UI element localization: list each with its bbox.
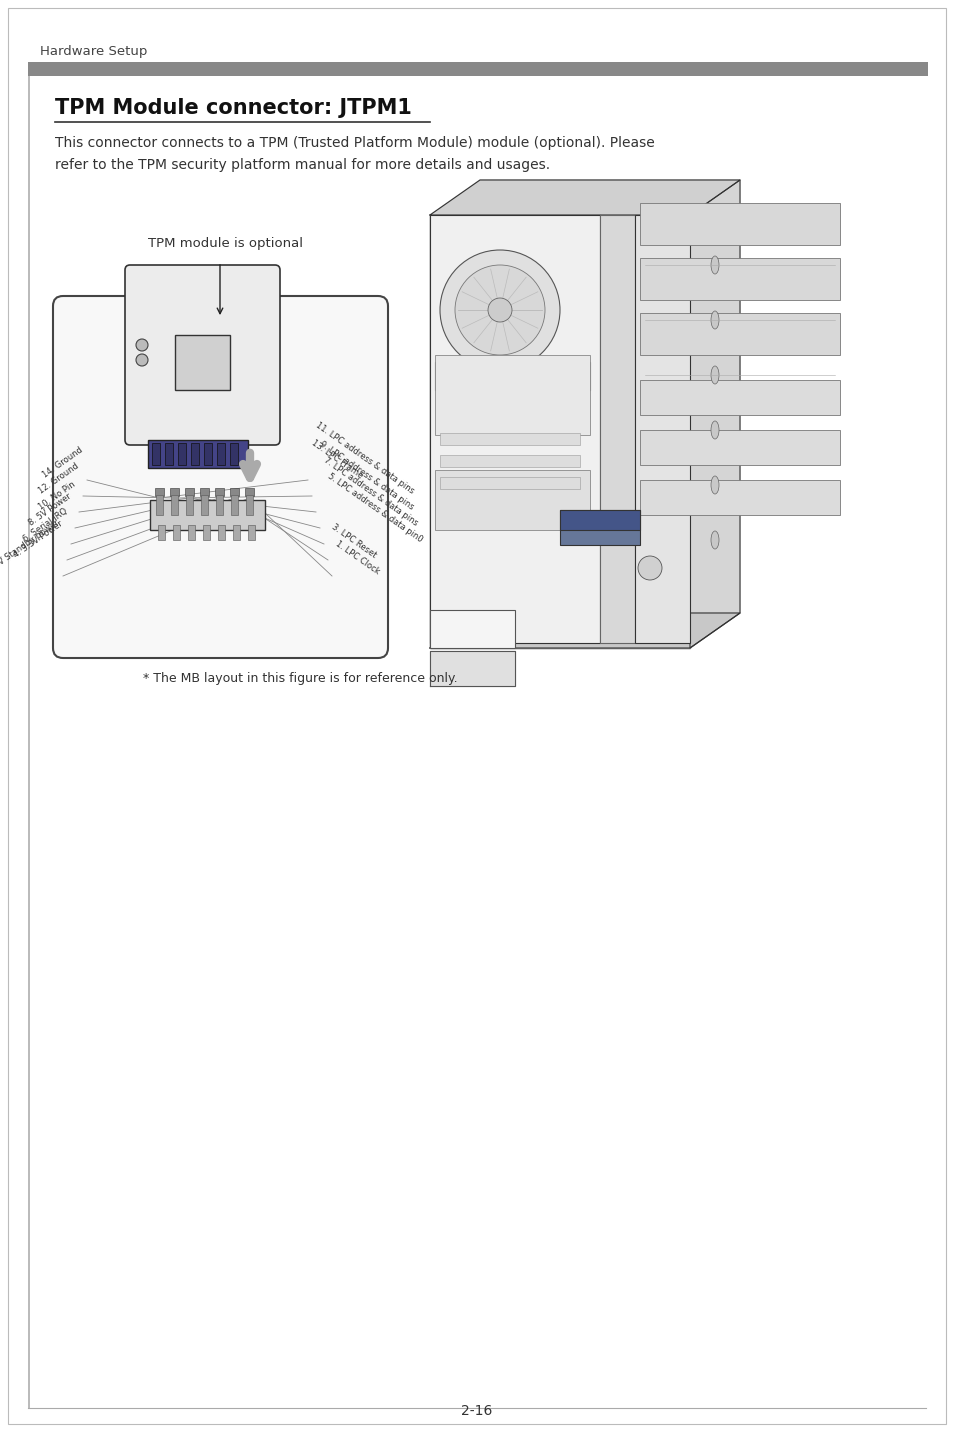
Text: TPM Module connector: JTPM1: TPM Module connector: JTPM1	[55, 97, 412, 117]
Bar	[230, 442, 237, 465]
Bar	[215, 495, 223, 516]
Bar	[430, 215, 599, 643]
Text: 11. LPC address & data pins: 11. LPC address & data pins	[314, 421, 416, 495]
Ellipse shape	[710, 421, 719, 440]
Bar	[599, 215, 635, 643]
Text: 8. 5V Power: 8. 5V Power	[27, 493, 73, 528]
Bar	[216, 442, 225, 465]
Bar	[639, 480, 840, 516]
Ellipse shape	[710, 475, 719, 494]
FancyBboxPatch shape	[53, 296, 388, 657]
Ellipse shape	[710, 256, 719, 274]
Circle shape	[439, 251, 559, 369]
Bar	[200, 488, 209, 495]
Bar	[203, 526, 210, 540]
Bar	[148, 440, 248, 468]
Text: 10. No Pin: 10. No Pin	[37, 480, 77, 513]
Bar	[204, 442, 212, 465]
Bar	[152, 442, 160, 465]
Circle shape	[638, 556, 661, 580]
Text: 6. Serial IRQ: 6. Serial IRQ	[21, 507, 69, 544]
Bar	[430, 215, 689, 649]
Bar	[154, 488, 164, 495]
Bar	[430, 610, 515, 649]
Bar	[186, 495, 193, 516]
Bar	[639, 258, 840, 299]
Bar	[559, 510, 639, 530]
Bar	[165, 442, 172, 465]
Bar	[639, 430, 840, 465]
Bar	[439, 432, 579, 445]
Bar	[158, 526, 165, 540]
Circle shape	[488, 298, 512, 322]
FancyBboxPatch shape	[125, 265, 280, 445]
Bar	[174, 335, 230, 390]
Text: This connector connects to a TPM (Trusted Platform Module) module (optional). Pl: This connector connects to a TPM (Truste…	[55, 136, 654, 150]
Polygon shape	[430, 613, 740, 649]
Polygon shape	[689, 180, 740, 649]
Bar	[150, 500, 265, 530]
Bar	[170, 488, 179, 495]
Bar	[435, 470, 589, 530]
Text: 4. 3.3V Power: 4. 3.3V Power	[12, 520, 65, 560]
Bar	[435, 355, 589, 435]
Bar	[639, 203, 840, 245]
Ellipse shape	[710, 367, 719, 384]
Circle shape	[136, 339, 148, 351]
Text: 7. LPC address & data pins: 7. LPC address & data pins	[322, 455, 419, 528]
Text: 12. Ground: 12. Ground	[37, 461, 81, 495]
Bar	[28, 76, 30, 1408]
Bar	[639, 379, 840, 415]
Bar	[188, 526, 194, 540]
Text: TPM module is optional: TPM module is optional	[148, 238, 303, 251]
Bar	[171, 495, 178, 516]
Ellipse shape	[710, 311, 719, 329]
Bar	[218, 526, 225, 540]
Bar	[559, 510, 639, 546]
Text: Hardware Setup: Hardware Setup	[40, 44, 147, 59]
Bar	[201, 495, 208, 516]
Text: 1. LPC Clock: 1. LPC Clock	[334, 538, 381, 576]
Bar	[214, 488, 224, 495]
Bar	[185, 488, 193, 495]
Bar	[439, 477, 579, 488]
Circle shape	[455, 265, 544, 355]
Bar	[130, 271, 274, 440]
Bar	[245, 488, 253, 495]
Polygon shape	[430, 652, 515, 686]
Bar	[28, 62, 927, 76]
Text: 3. LPC Reset: 3. LPC Reset	[330, 523, 377, 560]
Text: 2. 3V Standby power: 2. 3V Standby power	[0, 518, 61, 576]
Bar	[435, 362, 589, 390]
Bar	[639, 314, 840, 355]
Polygon shape	[430, 180, 740, 215]
Text: 2-16: 2-16	[461, 1403, 492, 1418]
Bar	[233, 526, 240, 540]
Text: 5. LPC address & data pin0: 5. LPC address & data pin0	[326, 471, 424, 544]
Circle shape	[136, 354, 148, 367]
Bar	[231, 495, 237, 516]
Text: refer to the TPM security platform manual for more details and usages.: refer to the TPM security platform manua…	[55, 158, 550, 172]
Bar	[635, 215, 689, 643]
Bar	[156, 495, 163, 516]
Bar	[191, 442, 199, 465]
Bar	[172, 526, 180, 540]
Ellipse shape	[710, 531, 719, 548]
Bar	[248, 526, 254, 540]
Bar	[230, 488, 239, 495]
Bar	[246, 495, 253, 516]
Text: 13. LPC Frame: 13. LPC Frame	[310, 438, 364, 480]
Text: * The MB layout in this figure is for reference only.: * The MB layout in this figure is for re…	[143, 672, 456, 684]
Text: 14. Ground: 14. Ground	[41, 445, 85, 480]
Bar	[439, 455, 579, 467]
Text: 9. LPC address & data pins: 9. LPC address & data pins	[317, 440, 416, 513]
Bar	[178, 442, 186, 465]
